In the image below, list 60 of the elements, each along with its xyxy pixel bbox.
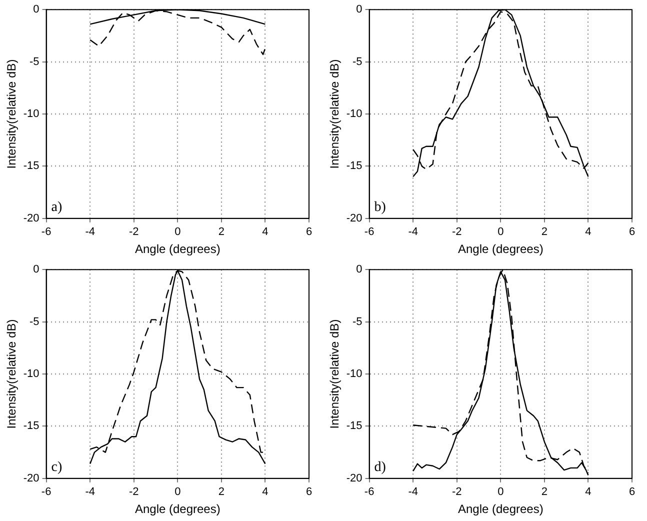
y-tick-label: -10 [23,108,40,120]
x-tick-label: 0 [174,486,181,498]
x-tick-label: -4 [85,226,95,238]
x-tick-label: 6 [628,486,636,498]
x-tick-label: -2 [128,226,139,238]
y-tick-label: -5 [352,56,362,68]
x-tick-label: 4 [262,486,268,498]
x-tick-label: -2 [452,486,462,498]
y-tick-label: 0 [356,4,362,16]
x-tick-label: 6 [306,486,312,498]
y-tick-label: 0 [33,4,40,16]
x-tick-label: 4 [262,226,268,238]
x-tick-label: 0 [174,226,181,238]
y-tick-label: -10 [346,368,362,380]
x-axis-title: Angle (degrees) [458,502,544,516]
y-tick-label: -20 [346,212,362,224]
y-tick-label: -15 [346,160,362,172]
x-tick-label: 6 [628,226,636,238]
x-axis-title: Angle (degrees) [134,502,220,516]
y-axis-title: Intensity(relative dB) [4,319,19,429]
x-tick-label: 2 [218,226,224,238]
x-tick-label: 2 [218,486,224,498]
y-tick-label: -5 [30,56,40,68]
y-tick-label: -20 [346,472,362,484]
x-tick-label: 6 [306,226,312,238]
y-tick-label: -5 [30,316,40,328]
y-tick-label: -15 [346,420,362,432]
x-tick-label: -6 [364,486,374,498]
y-tick-label: -20 [23,472,40,484]
y-tick-label: -10 [346,108,362,120]
y-tick-label: -15 [23,420,40,432]
x-tick-label: -2 [128,486,139,498]
y-tick-label: -10 [23,368,40,380]
y-tick-label: 0 [33,264,40,276]
annotation: c) [51,460,63,476]
x-tick-label: 4 [585,226,592,238]
y-tick-label: -5 [352,316,362,328]
y-axis-title: Intensity(relative dB) [328,59,342,169]
x-axis-title: Angle (degrees) [134,242,220,256]
x-tick-label: -6 [41,486,52,498]
x-axis-title: Angle (degrees) [458,242,544,256]
y-tick-label: -20 [23,212,40,224]
x-tick-label: 2 [541,486,548,498]
x-tick-label: 0 [498,486,504,498]
x-tick-label: 4 [585,486,592,498]
x-tick-label: -4 [408,486,418,498]
x-tick-label: -4 [408,226,418,238]
x-tick-label: 0 [498,226,504,238]
annotation: b) [374,200,386,216]
x-tick-label: -2 [452,226,462,238]
x-tick-label: 2 [541,226,548,238]
annotation: a) [51,200,63,216]
annotation: d) [374,460,386,476]
x-tick-label: -4 [85,486,95,498]
y-axis-title: Intensity(relative dB) [4,59,19,169]
y-tick-label: -15 [23,160,40,172]
x-tick-label: -6 [364,226,374,238]
x-tick-label: -6 [41,226,52,238]
y-axis-title: Intensity(relative dB) [328,319,342,429]
y-tick-label: 0 [356,264,362,276]
